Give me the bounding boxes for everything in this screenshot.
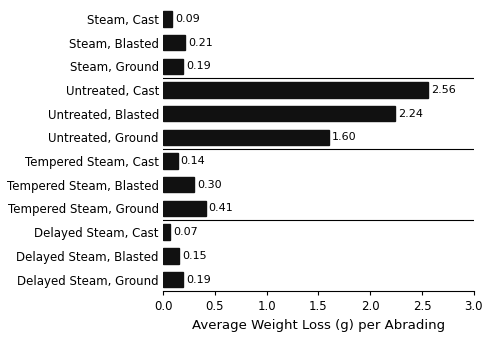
Bar: [163, 248, 179, 264]
Bar: [163, 82, 428, 98]
Text: 0.19: 0.19: [186, 61, 211, 71]
Text: 0.07: 0.07: [173, 227, 198, 237]
Text: 0.21: 0.21: [188, 38, 213, 47]
Text: 1.60: 1.60: [332, 132, 357, 142]
Text: 0.15: 0.15: [182, 251, 206, 261]
Bar: [163, 153, 177, 169]
X-axis label: Average Weight Loss (g) per Abrading: Average Weight Loss (g) per Abrading: [192, 319, 445, 332]
Text: 0.41: 0.41: [209, 203, 233, 214]
Text: 0.14: 0.14: [181, 156, 205, 166]
Bar: [163, 272, 183, 287]
Bar: [163, 35, 185, 50]
Text: 0.30: 0.30: [197, 180, 222, 190]
Bar: [163, 129, 329, 145]
Bar: [163, 201, 206, 216]
Bar: [163, 59, 183, 74]
Bar: [163, 11, 172, 26]
Text: 0.09: 0.09: [175, 14, 200, 24]
Bar: [163, 106, 395, 121]
Text: 0.19: 0.19: [186, 275, 211, 285]
Bar: [163, 177, 194, 193]
Text: 2.24: 2.24: [398, 108, 423, 119]
Bar: [163, 224, 171, 240]
Text: 2.56: 2.56: [431, 85, 456, 95]
